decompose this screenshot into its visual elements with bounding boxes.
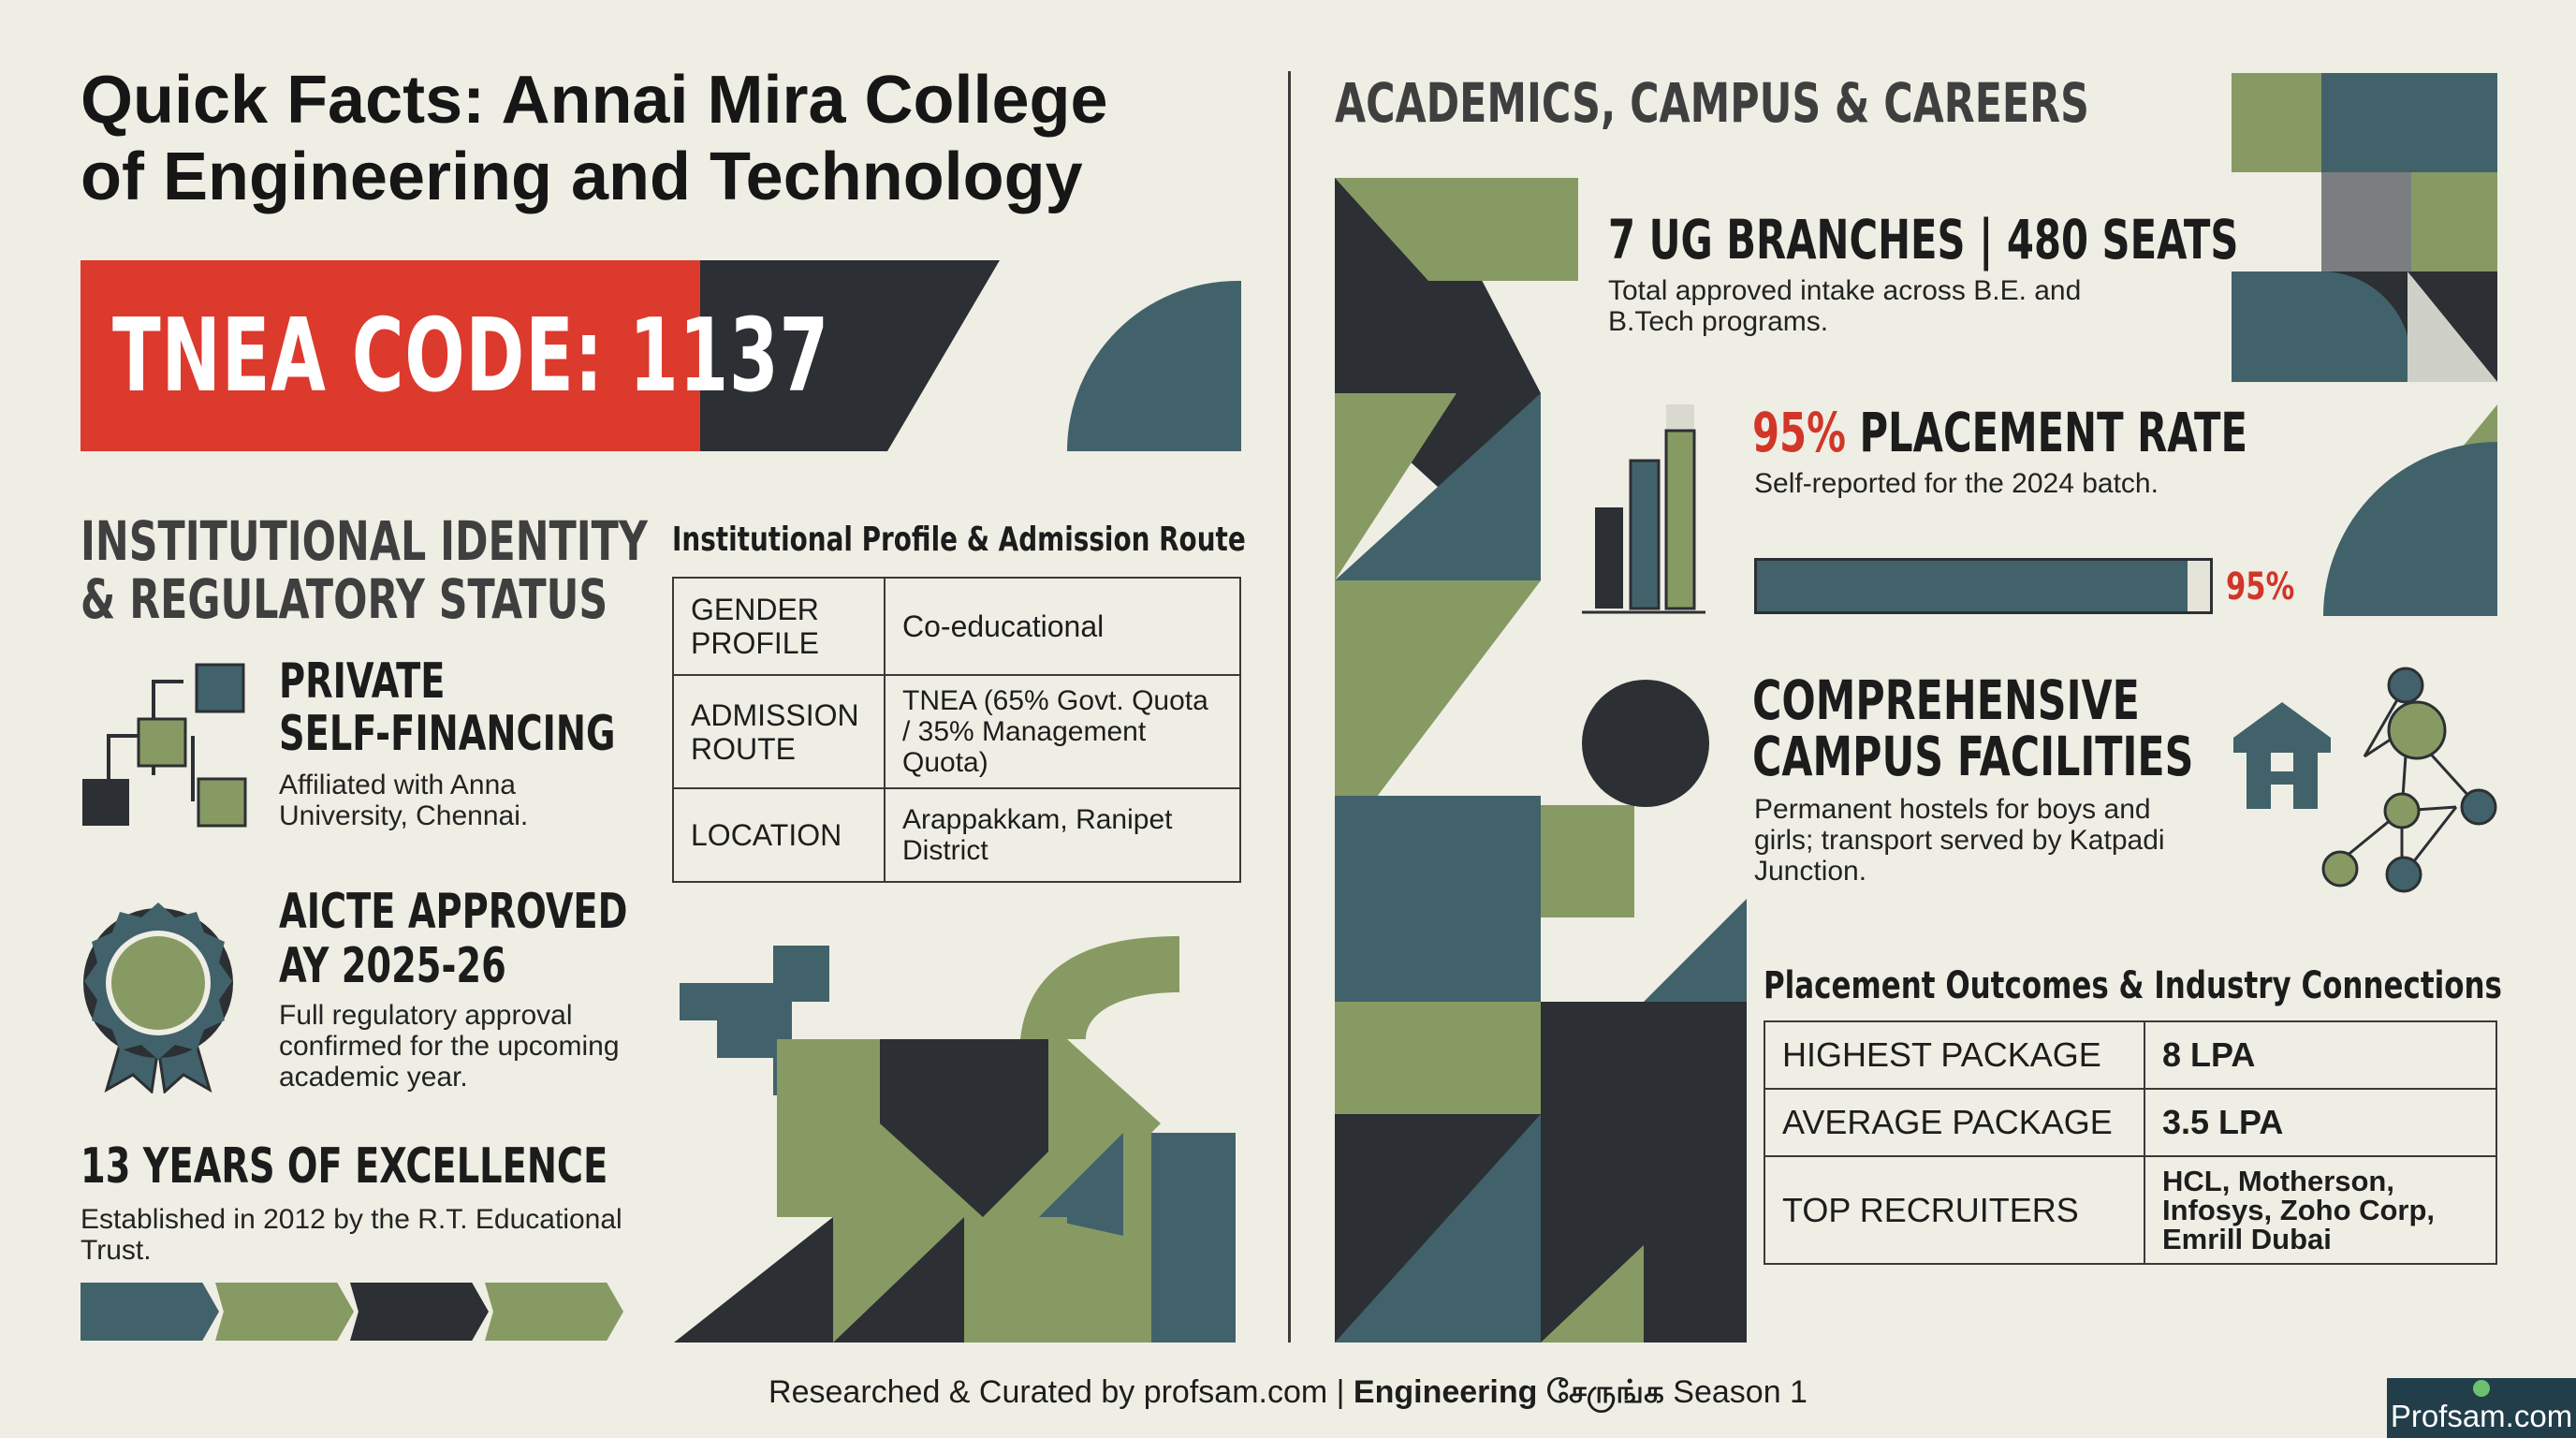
profile-table-caption: Institutional Profile & Admission Route [672, 521, 1246, 559]
highest-package-label: HIGHEST PACKAGE [1764, 1020, 2145, 1090]
column-divider [1288, 71, 1291, 1343]
decorative-right-shape [2323, 404, 2497, 616]
aicte-heading-1: AICTE APPROVED [279, 884, 628, 940]
page-title: Quick Facts: Annai Mira College of Engin… [80, 63, 1108, 214]
timeline-segment [485, 1283, 623, 1341]
tnea-code-text: TNEA CODE: 1137 [112, 298, 829, 415]
award-badge-icon [80, 891, 236, 1094]
profile-location-label: LOCATION [672, 787, 886, 883]
excellence-description: Established in 2012 by the R.T. Educatio… [80, 1204, 622, 1266]
placement-progress-bar [1754, 558, 2213, 614]
branches-heading: 7 UG BRANCHES | 480 SEATS [1608, 208, 2239, 271]
table-row: ADMISSION ROUTE TNEA (65% Govt. Quota / … [672, 674, 1241, 789]
table-row: GENDER PROFILE Co-educational [672, 577, 1241, 676]
timeline-segment [80, 1283, 219, 1341]
decorative-circle [1582, 680, 1709, 807]
footer-prefix: Researched & Curated by profsam.com | [768, 1374, 1354, 1410]
brand-logo-icon [2473, 1380, 2490, 1397]
placement-heading: 95% PLACEMENT RATE [1752, 401, 2247, 464]
campus-network-icon [2228, 663, 2499, 908]
placement-progress-fill [1757, 561, 2188, 611]
table-row: LOCATION Arappakkam, Ranipet District [672, 787, 1241, 883]
table-row: AVERAGE PACKAGE 3.5 LPA [1764, 1088, 2497, 1157]
timeline-arrow-bar [80, 1283, 623, 1344]
placement-heading-text: PLACEMENT RATE [1845, 401, 2247, 464]
bar-chart-icon [1582, 403, 1705, 614]
decorative-vertical-art [1335, 178, 1747, 1343]
branches-description: Total approved intake across B.E. and B.… [1608, 275, 2082, 337]
facilities-heading-2: CAMPUS FACILITIES [1752, 725, 2194, 788]
average-package-value: 3.5 LPA [2144, 1088, 2497, 1157]
private-heading-1: PRIVATE [279, 653, 446, 710]
highest-package-value: 8 LPA [2144, 1020, 2497, 1090]
profile-table: GENDER PROFILE Co-educational ADMISSION … [672, 577, 1241, 883]
decorative-geometric-cluster [674, 936, 1245, 1343]
aicte-heading-2: AY 2025-26 [279, 938, 506, 994]
brand-badge-text: Profsam.com [2390, 1399, 2573, 1433]
identity-section-heading-2: & REGULATORY STATUS [80, 567, 608, 631]
table-row: TOP RECRUITERS HCL, Motherson, Infosys, … [1764, 1155, 2497, 1265]
footer-bold: Engineering சேருங்க [1353, 1374, 1664, 1410]
placement-description: Self-reported for the 2024 batch. [1754, 468, 2159, 499]
footer-suffix: Season 1 [1663, 1374, 1808, 1410]
private-heading-2: SELF-FINANCING [279, 706, 616, 762]
tnea-code-banner [80, 260, 702, 451]
identity-section-heading-1: INSTITUTIONAL IDENTITY [80, 509, 648, 573]
footer-credit: Researched & Curated by profsam.com | En… [0, 1374, 2576, 1415]
careers-section-heading: ACADEMICS, CAMPUS & CAREERS [1335, 71, 2089, 135]
excellence-heading: 13 YEARS OF EXCELLENCE [80, 1138, 608, 1195]
aicte-description: Full regulatory approval confirmed for t… [279, 1000, 620, 1093]
placement-table-caption: Placement Outcomes & Industry Connection… [1764, 964, 2502, 1007]
profile-admission-value: TNEA (65% Govt. Quota / 35% Management Q… [884, 674, 1241, 789]
profile-gender-value: Co-educational [884, 577, 1241, 676]
top-recruiters-label: TOP RECRUITERS [1764, 1155, 2145, 1265]
decorative-grid-blocks [2232, 73, 2497, 382]
profile-gender-label: GENDER PROFILE [672, 577, 886, 676]
org-chart-icon [80, 661, 249, 831]
placement-percent: 95% [1752, 401, 1846, 464]
timeline-segment [350, 1283, 489, 1341]
timeline-segment [215, 1283, 354, 1341]
profile-admission-label: ADMISSION ROUTE [672, 674, 886, 789]
top-recruiters-value: HCL, Motherson, Infosys, Zoho Corp, Emri… [2144, 1155, 2497, 1265]
brand-badge[interactable]: Profsam.com [2387, 1378, 2576, 1438]
placement-table: HIGHEST PACKAGE 8 LPA AVERAGE PACKAGE 3.… [1764, 1020, 2497, 1265]
banner-dark-block [700, 260, 887, 451]
profile-location-value: Arappakkam, Ranipet District [884, 787, 1241, 883]
private-description: Affiliated with Anna University, Chennai… [279, 770, 529, 831]
placement-progress-label: 95% [2226, 565, 2295, 609]
facilities-heading-1: COMPREHENSIVE [1752, 668, 2140, 732]
table-row: HIGHEST PACKAGE 8 LPA [1764, 1020, 2497, 1090]
average-package-label: AVERAGE PACKAGE [1764, 1088, 2145, 1157]
facilities-description: Permanent hostels for boys and girls; tr… [1754, 794, 2165, 887]
